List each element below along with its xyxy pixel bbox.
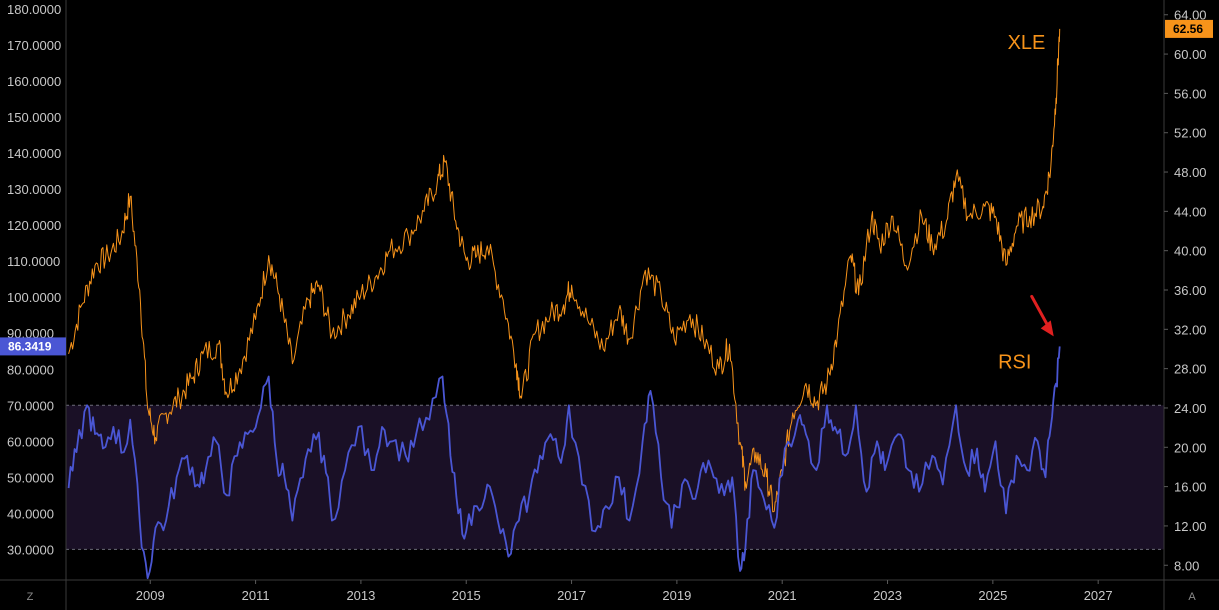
right-tick-label: 36.00 [1174,283,1207,298]
right-tick-label: 52.00 [1174,126,1207,141]
left-tick-label: 140.0000 [7,146,61,161]
left-tick-label: 180.0000 [7,2,61,17]
x-tick-label: 2015 [452,588,481,603]
left-tick-label: 110.0000 [7,254,60,269]
rsi-series-label: RSI [998,352,1031,374]
xle-series-label: XLE [1008,32,1046,54]
series-line-xle [68,28,1061,513]
left-tick-label: 80.0000 [7,362,54,377]
arrow-shaft [1030,294,1051,329]
x-tick-label: 2011 [242,588,270,603]
right-tick-label: 16.00 [1174,480,1207,495]
right-tick-label: 64.00 [1174,8,1207,23]
label-layer: XLE RSI 86.3419 62.56 [0,19,1213,374]
right-tick-label: 44.00 [1174,204,1207,219]
x-tick-label: 2025 [978,588,1007,603]
arrow-head [1040,320,1054,337]
series-line-rsi [67,346,1061,580]
xle-last-value-badge [1165,19,1213,38]
x-tick-label: 2013 [346,588,375,603]
left-tick-label: 60.0000 [7,434,54,449]
left-tick-label: 100.0000 [7,290,61,305]
right-tick-label: 56.00 [1174,86,1207,101]
right-tick-label: 24.00 [1174,401,1207,416]
rsi-last-value-text: 86.3419 [8,339,52,353]
xle-last-value-text: 62.56 [1173,22,1203,36]
left-tick-label: 160.0000 [7,74,61,89]
series-layer [67,28,1061,580]
x-tick-label: 2017 [557,588,586,603]
x-tick-label: 2027 [1084,588,1113,603]
corner-label-left[interactable]: Z [27,591,34,603]
right-tick-label: 32.00 [1174,322,1207,337]
left-tick-label: 130.0000 [7,182,61,197]
left-tick-label: 70.0000 [7,398,54,413]
left-tick-label: 170.0000 [7,38,61,53]
left-tick-label: 40.0000 [7,506,54,521]
right-tick-label: 8.00 [1174,558,1199,573]
right-tick-label: 12.00 [1174,519,1207,534]
right-tick-label: 40.00 [1174,244,1207,259]
x-tick-label: 2021 [768,588,797,603]
left-tick-label: 30.0000 [7,542,54,557]
left-tick-label: 150.0000 [7,110,61,125]
rsi-last-value-badge [0,337,66,356]
left-tick-label: 50.0000 [7,470,54,485]
right-tick-label: 60.00 [1174,47,1207,62]
right-tick-label: 48.00 [1174,165,1207,180]
right-tick-label: 20.00 [1174,440,1207,455]
left-tick-label: 120.0000 [7,218,61,233]
x-tick-label: 2019 [662,588,691,603]
x-tick-label: 2009 [136,588,165,603]
x-tick-label: 2023 [873,588,902,603]
red-arrow-annotation [1030,294,1054,337]
right-tick-label: 28.00 [1174,362,1207,377]
corner-label-right[interactable]: A [1188,591,1196,603]
